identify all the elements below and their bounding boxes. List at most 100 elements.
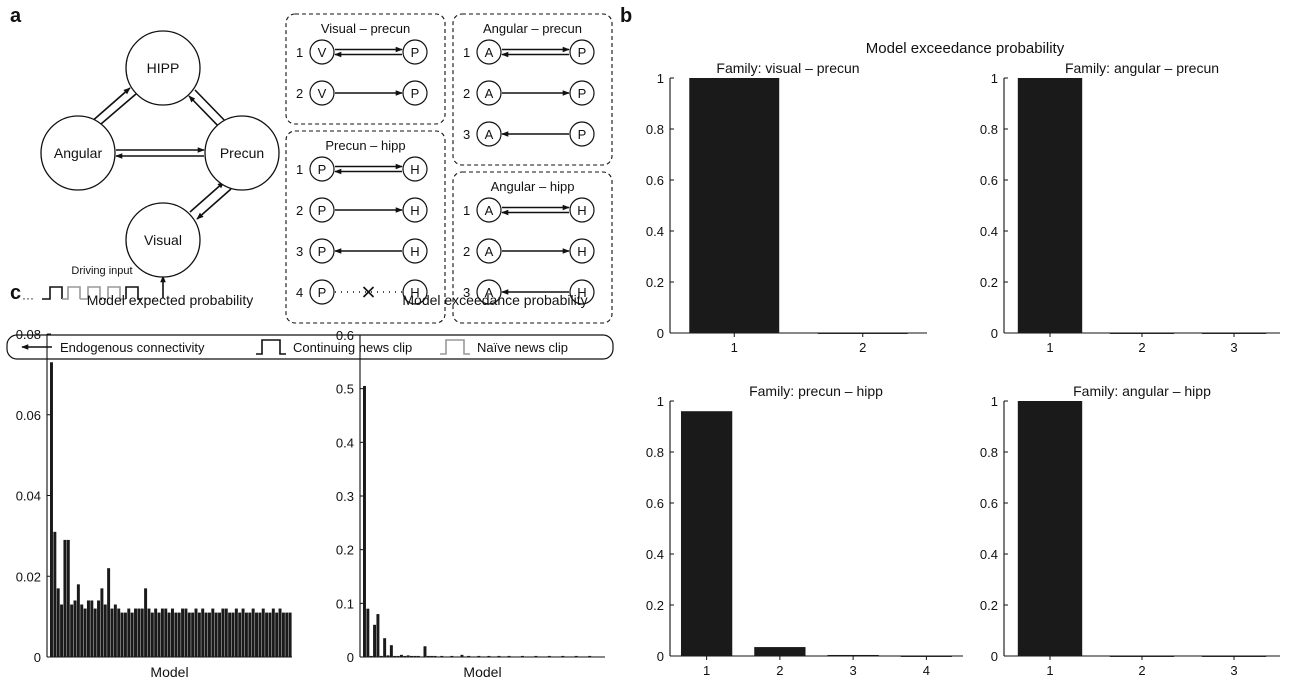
model-node-label: H [410, 203, 419, 218]
y-tick-label: 0 [34, 650, 41, 665]
chart-b4: Family: angular – hipp 0 0.2 0.4 0.6 0.8 1 1 2 3 [980, 383, 1280, 678]
bar [527, 656, 531, 658]
model-number: 2 [463, 244, 470, 259]
bar [520, 655, 524, 657]
bar [70, 604, 74, 657]
bar [369, 655, 373, 657]
bar [241, 608, 245, 657]
bar [255, 612, 258, 657]
bar [100, 588, 104, 657]
chart-title: Family: precun – hipp [749, 383, 883, 399]
bar [524, 656, 528, 658]
family-title: Angular – precun [483, 21, 582, 36]
model-node [476, 279, 502, 305]
bar [258, 612, 262, 657]
y-tick-label: 1 [991, 394, 998, 409]
bar [150, 612, 154, 657]
model-node-label: P [578, 86, 587, 101]
model-number: 1 [296, 162, 303, 177]
x-tick-label: 1 [703, 663, 710, 678]
model-node-label: V [318, 86, 327, 101]
bar [224, 608, 228, 657]
bar [399, 654, 403, 657]
legend: Endogenous connectivity Continuing news … [6, 334, 614, 360]
bar [376, 614, 380, 657]
y-tick-label: 0.8 [646, 445, 664, 460]
legend-endogenous: Endogenous connectivity [60, 340, 205, 355]
y-tick-label: 0.8 [980, 445, 998, 460]
bar [238, 612, 242, 657]
bar [754, 647, 806, 656]
model-node [402, 39, 428, 65]
bar [423, 646, 427, 657]
bar [167, 612, 171, 657]
bar [204, 612, 208, 657]
y-tick-label: 0.4 [646, 547, 664, 562]
svg-text:···: ··· [22, 291, 34, 305]
bar [598, 656, 602, 658]
bar [221, 608, 225, 657]
y-tick-label: 0.4 [980, 547, 998, 562]
bar [389, 645, 393, 657]
legend-naive: Naïve news clip [477, 340, 568, 355]
pulse-naive [107, 286, 126, 300]
node-visual [125, 202, 201, 278]
y-tick-label: 0.2 [646, 275, 664, 290]
chart-c2: Model exceedance probability 0 0.1 0.2 0.3 0.… [336, 292, 605, 680]
bar [544, 656, 548, 658]
bar [137, 608, 141, 657]
bar [531, 656, 535, 658]
bar [110, 608, 114, 657]
bar [285, 612, 289, 657]
model-node [476, 39, 502, 65]
bar [426, 655, 430, 657]
model-node-label: H [577, 203, 586, 218]
model-number: 3 [463, 285, 470, 300]
model-node [309, 39, 335, 65]
bar [154, 608, 158, 657]
panel-b-header: Model exceedance probability [866, 40, 1065, 57]
model-node [476, 80, 502, 106]
bar [123, 612, 127, 657]
model-node-label: P [411, 45, 420, 60]
bar [514, 656, 518, 658]
bar [470, 656, 474, 658]
bar [507, 655, 511, 657]
y-tick-label: 0.6 [646, 496, 664, 511]
chart-title: Family: angular – hipp [1073, 383, 1211, 399]
y-tick-label: 0.6 [336, 328, 354, 343]
y-tick-label: 0.06 [16, 408, 41, 423]
bar [76, 584, 80, 657]
bar [171, 608, 174, 657]
driving-input-pulses: ··· ··· [22, 286, 156, 305]
model-node [569, 279, 595, 305]
bar [275, 612, 279, 657]
bar [480, 656, 484, 658]
bar [140, 608, 144, 657]
bar [103, 604, 107, 657]
bar [127, 608, 131, 657]
y-tick-label: 0.2 [980, 598, 998, 613]
model-node-label: P [318, 285, 327, 300]
y-tick-label: 0.4 [646, 224, 664, 239]
bar [689, 78, 780, 333]
y-tick-label: 1 [657, 71, 664, 86]
bar [107, 568, 111, 657]
bar [83, 608, 87, 657]
pulse-continuing [125, 286, 142, 300]
bar [410, 655, 414, 657]
y-tick-label: 0.08 [16, 327, 41, 342]
bar [231, 612, 235, 657]
bar [534, 655, 538, 657]
bar [366, 608, 370, 657]
model-node-label: A [485, 285, 494, 300]
y-tick-label: 0.4 [336, 435, 354, 450]
bar [436, 656, 440, 658]
bar [541, 656, 545, 658]
bar [443, 656, 447, 658]
model-node [309, 238, 335, 264]
pulse-naive [80, 286, 101, 300]
y-tick-label: 1 [991, 71, 998, 86]
bar [571, 656, 575, 658]
